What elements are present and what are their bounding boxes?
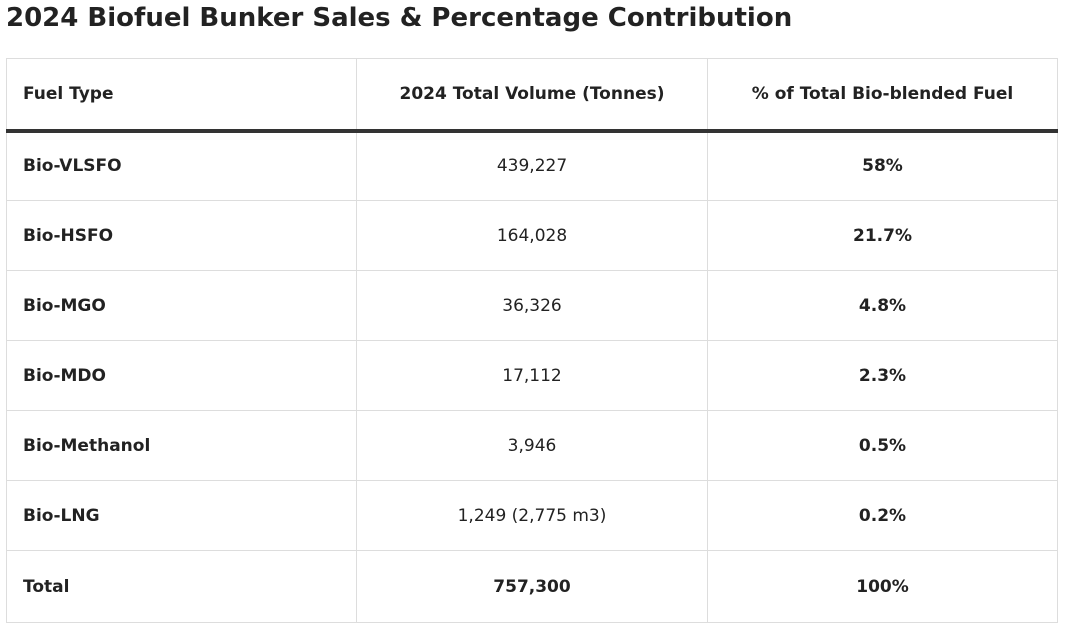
biofuel-sales-table: Fuel Type 2024 Total Volume (Tonnes) % o… <box>6 58 1058 623</box>
total-label-cell: Total <box>6 550 357 623</box>
total-percent-cell: 100% <box>707 550 1058 623</box>
header-total-volume: 2024 Total Volume (Tonnes) <box>356 58 708 133</box>
header-percent-contribution: % of Total Bio-blended Fuel <box>707 58 1058 133</box>
total-row: Total 757,300 100% <box>6 550 1058 623</box>
header-fuel-type: Fuel Type <box>6 58 357 133</box>
table-row: Bio-LNG 1,249 (2,775 m3) 0.2% <box>6 480 1058 551</box>
total-volume-cell: 757,300 <box>356 550 708 623</box>
fuel-type-cell: Bio-HSFO <box>6 200 357 271</box>
page-title: 2024 Biofuel Bunker Sales & Percentage C… <box>6 3 793 33</box>
percent-cell: 0.5% <box>707 410 1058 481</box>
table-row: Bio-Methanol 3,946 0.5% <box>6 410 1058 481</box>
volume-cell: 164,028 <box>356 200 708 271</box>
percent-cell: 58% <box>707 130 1058 201</box>
fuel-type-cell: Bio-LNG <box>6 480 357 551</box>
percent-cell: 4.8% <box>707 270 1058 341</box>
volume-cell: 1,249 (2,775 m3) <box>356 480 708 551</box>
percent-cell: 21.7% <box>707 200 1058 271</box>
volume-cell: 17,112 <box>356 340 708 411</box>
header-row: Fuel Type 2024 Total Volume (Tonnes) % o… <box>6 58 1058 133</box>
table-row: Bio-VLSFO 439,227 58% <box>6 130 1058 201</box>
fuel-type-cell: Bio-Methanol <box>6 410 357 481</box>
volume-cell: 36,326 <box>356 270 708 341</box>
table-row: Bio-MDO 17,112 2.3% <box>6 340 1058 411</box>
table-header: Fuel Type 2024 Total Volume (Tonnes) % o… <box>6 58 1058 133</box>
table-body: Bio-VLSFO 439,227 58% Bio-HSFO 164,028 2… <box>6 130 1058 623</box>
percent-cell: 2.3% <box>707 340 1058 411</box>
volume-cell: 3,946 <box>356 410 708 481</box>
volume-cell: 439,227 <box>356 130 708 201</box>
table-row: Bio-HSFO 164,028 21.7% <box>6 200 1058 271</box>
fuel-type-cell: Bio-VLSFO <box>6 130 357 201</box>
fuel-type-cell: Bio-MDO <box>6 340 357 411</box>
table-row: Bio-MGO 36,326 4.8% <box>6 270 1058 341</box>
percent-cell: 0.2% <box>707 480 1058 551</box>
fuel-type-cell: Bio-MGO <box>6 270 357 341</box>
